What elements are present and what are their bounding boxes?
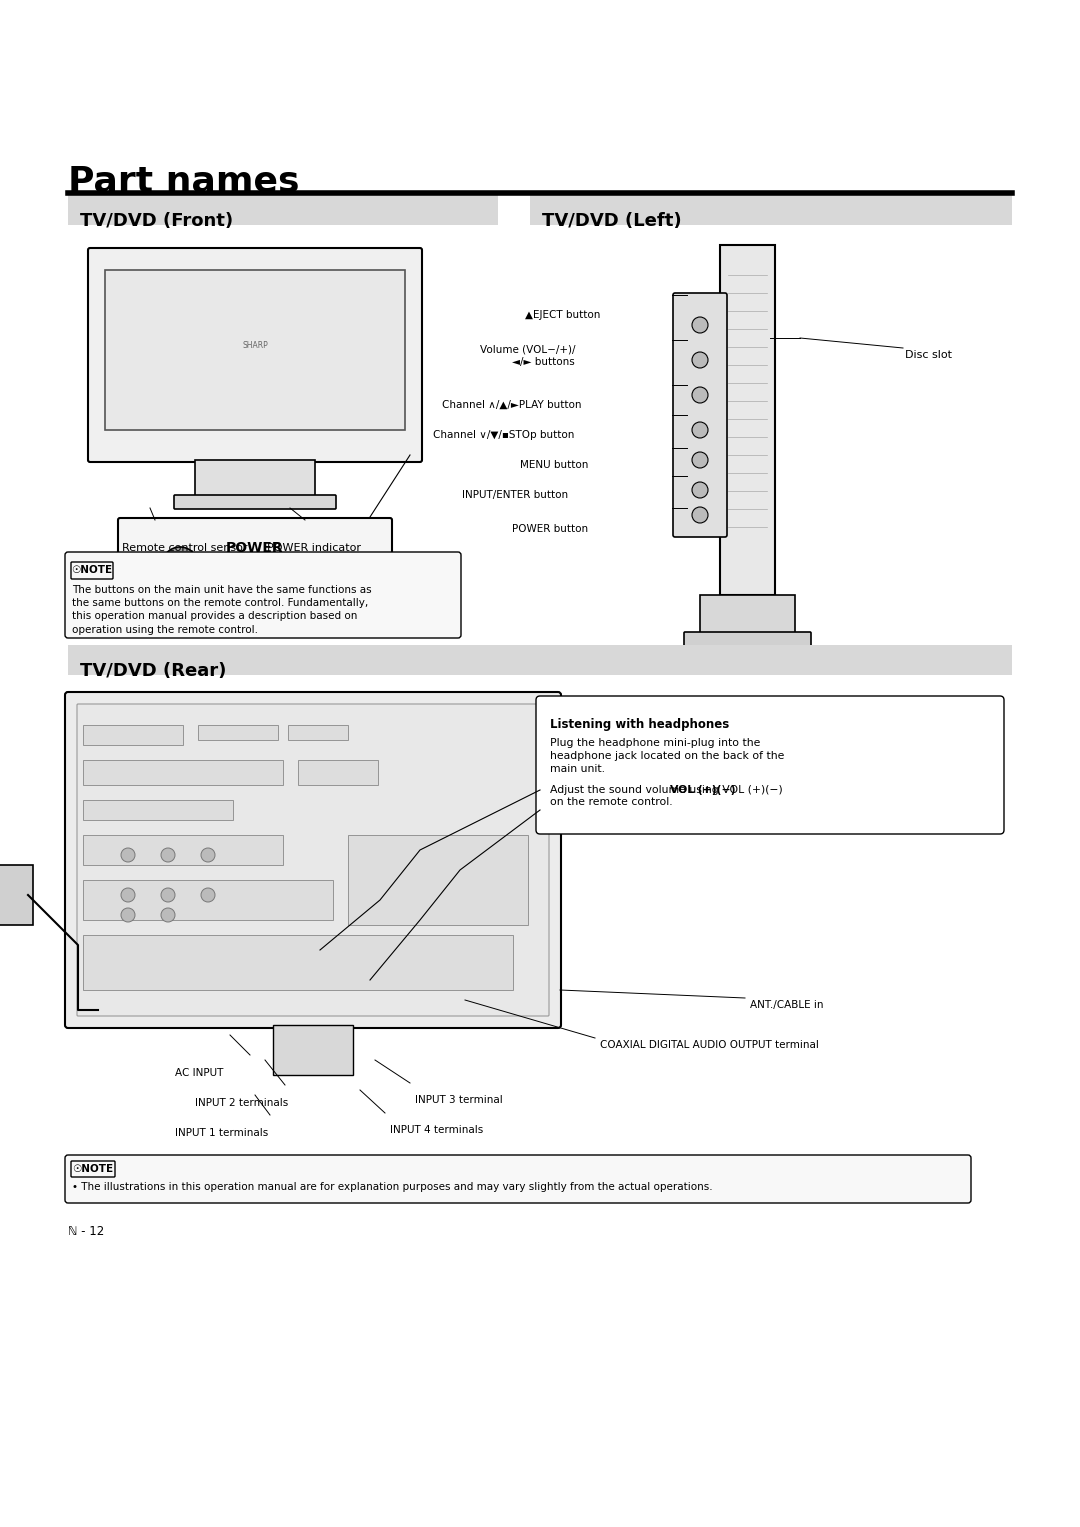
Text: SHARP: SHARP (242, 341, 268, 350)
Bar (198, 725, 278, 741)
Text: POWER button: POWER button (512, 524, 588, 534)
Text: Channel ∧/▲/►PLAY button: Channel ∧/▲/►PLAY button (442, 400, 581, 411)
Text: COAXIAL DIGITAL AUDIO OUTPUT terminal: COAXIAL DIGITAL AUDIO OUTPUT terminal (600, 1040, 819, 1051)
FancyBboxPatch shape (684, 632, 811, 647)
Circle shape (162, 547, 198, 583)
Text: TV/DVD (Left): TV/DVD (Left) (542, 212, 681, 231)
Bar (68, 195, 498, 224)
Text: Volume (VOL−/+)/
◄/► buttons: Volume (VOL−/+)/ ◄/► buttons (480, 345, 575, 366)
Bar (105, 270, 405, 431)
Circle shape (121, 889, 135, 902)
Text: Remote control sensor: Remote control sensor (122, 544, 247, 553)
Circle shape (692, 507, 708, 524)
Circle shape (201, 847, 215, 863)
Text: INPUT/ENTER button: INPUT/ENTER button (462, 490, 568, 499)
FancyBboxPatch shape (118, 518, 392, 602)
Bar (700, 596, 795, 635)
Bar (83, 880, 333, 919)
FancyBboxPatch shape (77, 704, 549, 1015)
Bar (720, 244, 775, 596)
Text: AC INPUT: AC INPUT (175, 1067, 224, 1078)
FancyBboxPatch shape (673, 293, 727, 538)
Text: POWER indicator: POWER indicator (267, 544, 361, 553)
FancyBboxPatch shape (71, 562, 113, 579)
Bar (195, 460, 315, 498)
FancyBboxPatch shape (65, 1154, 971, 1203)
Circle shape (201, 889, 215, 902)
Text: INPUT 3 terminal: INPUT 3 terminal (415, 1095, 503, 1106)
Text: POWER: POWER (226, 541, 284, 554)
Text: INPUT 2 terminals: INPUT 2 terminals (195, 1098, 288, 1109)
FancyBboxPatch shape (65, 551, 461, 638)
Text: • The illustrations in this operation manual are for explanation purposes and ma: • The illustrations in this operation ma… (72, 1182, 713, 1193)
Text: TV/DVD (Front): TV/DVD (Front) (80, 212, 233, 231)
Bar (348, 835, 528, 925)
Text: Listening with headphones: Listening with headphones (550, 718, 729, 731)
Circle shape (692, 483, 708, 498)
Bar (298, 760, 378, 785)
Text: ▲EJECT button: ▲EJECT button (525, 310, 600, 321)
Text: ℕ - 12: ℕ - 12 (68, 1225, 105, 1238)
Text: ☉NOTE: ☉NOTE (72, 1164, 113, 1174)
Text: The buttons on the main unit have the same functions as
the same buttons on the : The buttons on the main unit have the sa… (72, 585, 372, 635)
Bar (0, 864, 33, 925)
Bar (530, 195, 1012, 224)
Circle shape (692, 421, 708, 438)
Circle shape (121, 847, 135, 863)
FancyBboxPatch shape (536, 696, 1004, 834)
Circle shape (121, 909, 135, 922)
Text: MENU button: MENU button (519, 460, 588, 470)
Circle shape (692, 318, 708, 333)
Circle shape (161, 889, 175, 902)
Bar (288, 725, 348, 741)
Bar (83, 800, 233, 820)
Bar (83, 835, 283, 864)
Text: INPUT 1 terminals: INPUT 1 terminals (175, 1128, 268, 1138)
Bar (83, 760, 283, 785)
Text: ☉NOTE: ☉NOTE (71, 565, 112, 576)
Circle shape (692, 386, 708, 403)
Text: VOL (+)(−): VOL (+)(−) (670, 785, 735, 796)
Text: Part names: Part names (68, 165, 299, 199)
Bar (83, 935, 513, 989)
Text: ANT./CABLE in: ANT./CABLE in (750, 1000, 824, 1009)
Circle shape (692, 353, 708, 368)
FancyBboxPatch shape (174, 495, 336, 508)
Circle shape (692, 452, 708, 467)
Bar (83, 725, 183, 745)
Text: Disc slot: Disc slot (905, 350, 951, 360)
Text: Adjust the sound volume using VOL (+)(−)
on the remote control.: Adjust the sound volume using VOL (+)(−)… (550, 785, 783, 806)
Circle shape (242, 557, 258, 573)
Bar (68, 644, 1012, 675)
FancyBboxPatch shape (65, 692, 561, 1028)
Text: INPUT 4 terminals: INPUT 4 terminals (390, 1125, 483, 1135)
Text: TV/DVD (Rear): TV/DVD (Rear) (80, 663, 227, 680)
Circle shape (161, 847, 175, 863)
Bar (273, 1025, 353, 1075)
FancyBboxPatch shape (71, 1161, 114, 1177)
FancyBboxPatch shape (87, 247, 422, 463)
Text: Plug the headphone mini-plug into the
headphone jack located on the back of the
: Plug the headphone mini-plug into the he… (550, 738, 784, 774)
Text: Channel ∨/▼/▪STΟp button: Channel ∨/▼/▪STΟp button (433, 431, 573, 440)
Circle shape (161, 909, 175, 922)
